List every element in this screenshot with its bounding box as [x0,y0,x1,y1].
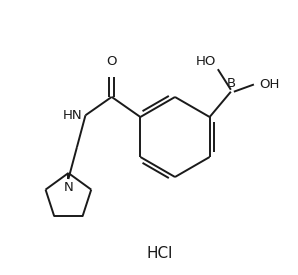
Text: HCl: HCl [147,246,173,260]
Text: OH: OH [259,78,279,91]
Text: B: B [226,77,235,90]
Text: N: N [63,181,73,194]
Text: O: O [106,55,117,68]
Text: HO: HO [195,55,216,68]
Text: HN: HN [63,109,83,122]
